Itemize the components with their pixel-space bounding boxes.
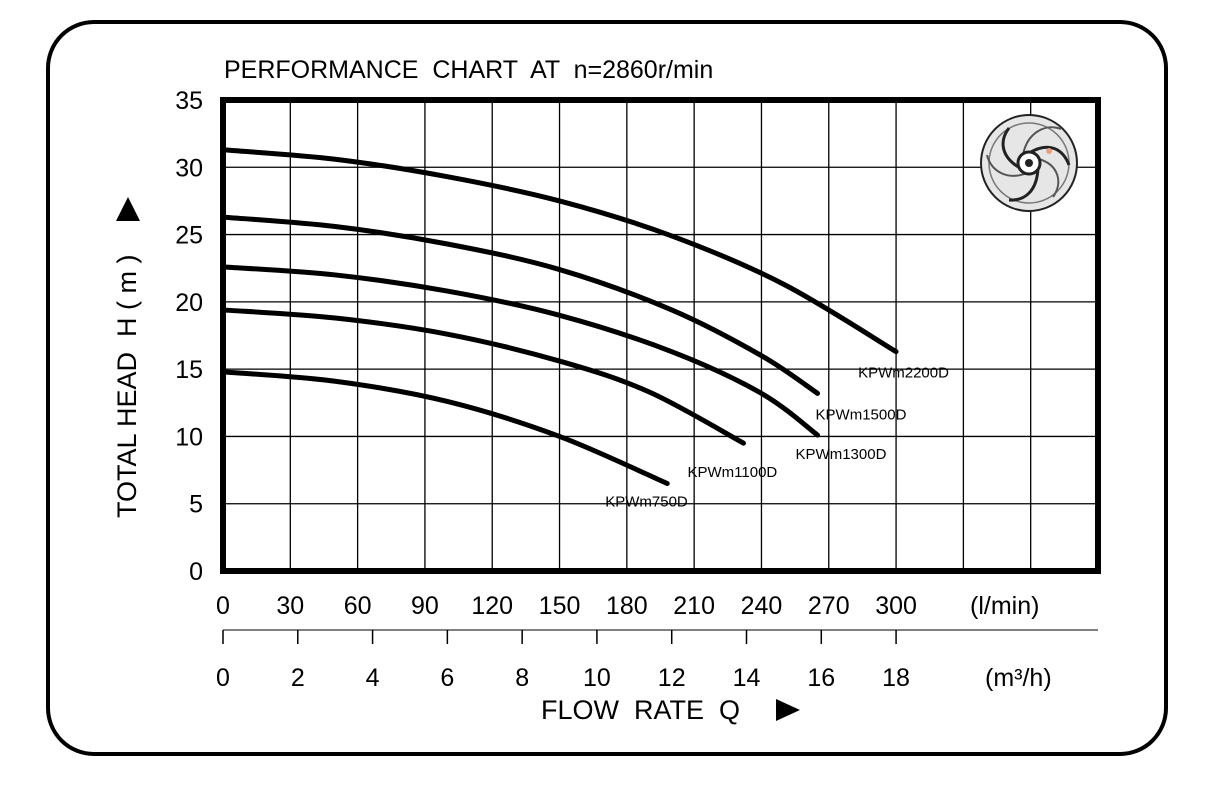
chart-title: PERFORMANCE CHART AT n=2860r/min [224,56,713,84]
series-label: KPWm2200D [858,365,949,382]
y-tick-label: 15 [175,356,203,384]
x-axis-ticks-secondary: 0 2 4 6 8 10 12 14 16 18 [216,630,910,692]
x-axis-arrow-icon [776,699,800,721]
x-unit-secondary: (m³/h) [985,664,1052,692]
x2-tick-label: 16 [807,664,835,692]
series-label: KPWm1500D [816,406,907,423]
x2-tick-label: 18 [882,664,910,692]
x2-tick-label: 10 [583,664,611,692]
x-tick-label: 150 [539,592,581,620]
curves: KPWm2200D KPWm1500D KPWm1300D KPWm1100DKPWm… [223,150,949,511]
series-label: KPWm1100D [688,464,778,481]
x-tick-label: 180 [606,592,648,620]
impeller-icon [981,115,1077,211]
y-tick-label: 0 [189,558,203,586]
y-tick-label: 10 [175,423,203,451]
x2-tick-label: 12 [658,664,686,692]
curve-kpwm750d [223,372,667,484]
x-tick-label: 60 [344,592,372,620]
x2-tick-label: 6 [440,664,454,692]
y-axis-ticks: 0 5 10 15 20 25 30 35 [175,87,203,586]
series-label: KPWm1300D [796,446,887,463]
x2-tick-label: 8 [515,664,529,692]
series-label: KPWm750D [605,494,688,511]
x-tick-label: 0 [216,592,230,620]
x-tick-label: 30 [276,592,304,620]
performance-chart: PERFORMANCE CHART AT n=2860r/min KPWm220… [0,0,1223,805]
x2-tick-label: 0 [216,664,230,692]
x-unit-primary: (l/min) [970,592,1039,620]
y-tick-label: 20 [175,289,203,317]
y-axis-label: TOTAL HEAD H ( m ) [112,254,142,518]
y-tick-label: 35 [175,87,203,115]
x-tick-label: 240 [741,592,783,620]
x-tick-label: 270 [808,592,850,620]
x-tick-label: 120 [471,592,513,620]
x2-tick-label: 2 [291,664,305,692]
y-tick-label: 25 [175,222,203,250]
x2-tick-label: 14 [733,664,761,692]
x-axis-ticks-primary: 0 30 60 90 120 150 180 210 240 270 300 [216,592,917,620]
y-axis-arrow-icon [116,197,140,221]
y-tick-label: 30 [175,154,203,182]
y-tick-label: 5 [189,491,203,519]
x-axis-label: FLOW RATE Q [541,695,740,725]
x-tick-label: 210 [673,592,715,620]
x-tick-label: 300 [875,592,917,620]
x2-tick-label: 4 [366,664,380,692]
x-tick-label: 90 [411,592,439,620]
